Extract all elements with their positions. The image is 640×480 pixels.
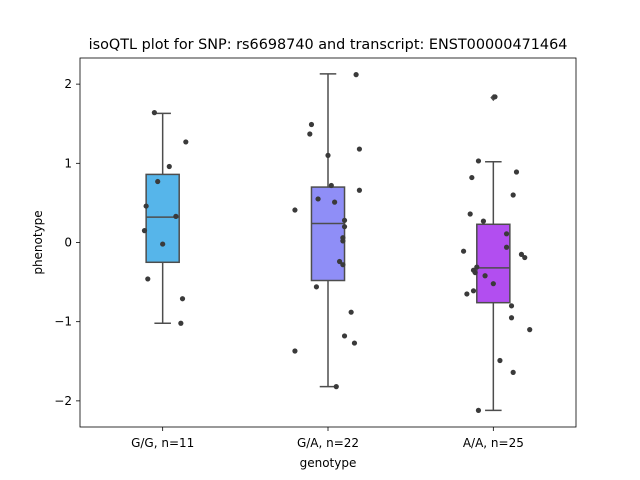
data-point bbox=[475, 407, 482, 413]
y-tick-label: 0 bbox=[64, 236, 72, 250]
y-tick-label: −2 bbox=[54, 394, 72, 408]
x-axis-label: genotype bbox=[300, 456, 357, 470]
y-tick-label: −1 bbox=[54, 315, 72, 329]
data-point bbox=[328, 182, 334, 189]
data-point bbox=[145, 276, 151, 282]
strip-points-1 bbox=[292, 72, 363, 390]
data-point bbox=[490, 281, 496, 287]
data-point bbox=[503, 231, 510, 237]
data-point bbox=[492, 94, 498, 100]
box-iqr bbox=[476, 223, 511, 304]
data-point bbox=[472, 269, 478, 276]
box-group-2 bbox=[476, 94, 511, 412]
data-point bbox=[510, 369, 516, 375]
data-point bbox=[333, 384, 339, 390]
data-point bbox=[307, 131, 313, 137]
x-axis: G/G, n=11 G/A, n=22 A/A, n=25 bbox=[131, 427, 524, 450]
plot-area bbox=[141, 72, 533, 413]
box-iqr bbox=[310, 186, 346, 282]
data-point bbox=[518, 251, 525, 257]
box-group-0 bbox=[145, 112, 180, 325]
data-point bbox=[351, 340, 358, 346]
data-point bbox=[336, 258, 343, 265]
data-point bbox=[178, 320, 184, 326]
data-point bbox=[482, 273, 488, 279]
data-point bbox=[348, 309, 354, 315]
data-point bbox=[341, 224, 348, 230]
data-point bbox=[480, 218, 487, 224]
data-point bbox=[527, 327, 533, 333]
data-point bbox=[470, 288, 477, 294]
data-point bbox=[464, 291, 470, 297]
x-tick-label: A/A, n=25 bbox=[463, 436, 524, 450]
data-point bbox=[460, 248, 467, 254]
data-point bbox=[340, 238, 346, 244]
strip-points-0 bbox=[141, 110, 189, 326]
data-point bbox=[325, 152, 331, 158]
data-point bbox=[341, 217, 348, 223]
data-point bbox=[160, 241, 166, 247]
x-tick-label: G/A, n=22 bbox=[297, 436, 359, 450]
data-point bbox=[341, 333, 348, 339]
data-point bbox=[141, 228, 148, 234]
y-axis-label: phenotype bbox=[31, 210, 45, 274]
data-point bbox=[356, 146, 363, 152]
data-point bbox=[503, 244, 510, 250]
box-group-1 bbox=[310, 73, 346, 388]
data-point bbox=[308, 121, 315, 128]
data-point bbox=[508, 303, 515, 309]
data-point bbox=[292, 348, 298, 354]
data-point bbox=[513, 169, 520, 175]
x-tick-label: G/G, n=11 bbox=[131, 436, 194, 450]
data-point bbox=[292, 207, 298, 213]
data-point bbox=[510, 192, 516, 198]
data-point bbox=[332, 199, 338, 205]
y-axis: −2 −1 0 1 2 bbox=[54, 77, 80, 408]
data-point bbox=[179, 296, 186, 302]
data-point bbox=[467, 211, 473, 217]
data-point bbox=[508, 315, 515, 321]
data-point bbox=[475, 158, 482, 164]
box-iqr bbox=[145, 173, 180, 264]
data-point bbox=[353, 72, 359, 78]
data-point bbox=[173, 213, 179, 219]
chart-title: isoQTL plot for SNP: rs6698740 and trans… bbox=[89, 37, 568, 53]
data-point bbox=[313, 284, 320, 290]
data-point bbox=[166, 163, 172, 170]
data-point bbox=[143, 203, 149, 209]
data-point bbox=[356, 187, 363, 193]
data-point bbox=[469, 174, 475, 181]
data-point bbox=[155, 178, 161, 185]
data-point bbox=[522, 254, 528, 261]
y-tick-label: 1 bbox=[64, 156, 72, 170]
y-tick-label: 2 bbox=[64, 77, 72, 91]
data-point bbox=[474, 264, 480, 270]
data-point bbox=[315, 196, 321, 202]
data-point bbox=[183, 139, 189, 145]
data-point bbox=[497, 357, 503, 364]
data-point bbox=[151, 110, 157, 116]
strip-points-2 bbox=[460, 94, 533, 413]
data-point bbox=[340, 262, 346, 268]
